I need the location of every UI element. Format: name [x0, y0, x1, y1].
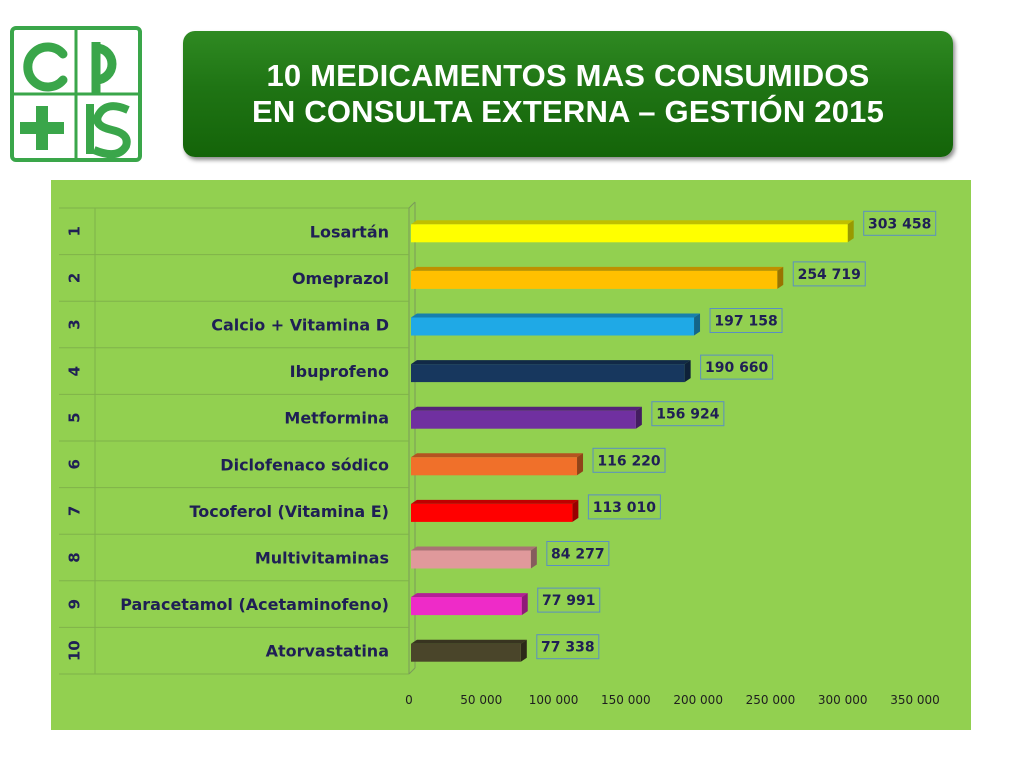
bar-1 — [411, 224, 848, 243]
y-axis-depth-top — [408, 201, 416, 209]
data-label: 303 458 — [868, 216, 931, 232]
bar-end-face — [572, 499, 579, 522]
bar-10 — [411, 643, 521, 662]
category-label: Diclofenaco sódico — [220, 455, 389, 474]
bar-top-face — [411, 406, 642, 411]
rank-label: 9 — [66, 599, 84, 609]
bar-top-face — [411, 546, 537, 551]
data-label-box — [709, 308, 783, 333]
data-label-box — [863, 210, 937, 236]
x-tick-label: 300 000 — [818, 693, 868, 707]
category-label: Omeprazol — [292, 269, 389, 288]
y-axis-depth-bottom — [408, 667, 416, 675]
bar-4 — [411, 364, 685, 383]
bar-3 — [411, 317, 695, 336]
bar-top-face — [411, 360, 691, 365]
data-label: 254 719 — [798, 267, 861, 283]
data-label-box — [700, 354, 774, 380]
bar-end-face — [694, 313, 701, 336]
data-label: 190 660 — [705, 360, 769, 376]
category-label: Calcio + Vitamina D — [211, 316, 389, 335]
rank-label: 10 — [66, 640, 84, 661]
title-line-2: EN CONSULTA EXTERNA – GESTIÓN 2015 — [251, 94, 885, 129]
data-label: 156 924 — [656, 407, 720, 423]
bar-8 — [411, 550, 531, 569]
data-label-box — [536, 634, 600, 660]
bar-top-face — [411, 453, 584, 458]
category-label: Ibuprofeno — [290, 362, 389, 381]
data-label: 197 158 — [714, 314, 777, 330]
data-label: 113 010 — [593, 500, 657, 516]
bar-top-face — [411, 499, 579, 504]
title-banner: 10 MEDICAMENTOS MAS CONSUMIDOS EN CONSUL… — [183, 31, 953, 157]
bar-chart: 0 50 000 100 000 150 000 200 000 250 000 300 0… — [59, 201, 940, 707]
bar-end-face — [530, 546, 537, 569]
rank-label: 5 — [66, 412, 84, 422]
x-tick-label: 50 000 — [460, 693, 502, 707]
x-tick-label: 350 000 — [890, 693, 940, 707]
chart-area: 0 50 000 100 000 150 000 200 000 250 000 300 0… — [51, 180, 971, 730]
bar-5 — [411, 410, 636, 429]
x-tick-label: 250 000 — [746, 693, 796, 707]
category-label: Atorvastatina — [266, 642, 389, 661]
bar-end-face — [577, 453, 584, 476]
data-label-box — [587, 494, 661, 520]
bar-end-face — [521, 593, 528, 616]
bar-top-face — [411, 593, 528, 598]
category-label: Metformina — [284, 409, 389, 428]
data-label: 116 220 — [597, 453, 661, 469]
data-label: 77 338 — [541, 640, 595, 656]
bar-top-face — [411, 313, 701, 318]
bar-6 — [411, 457, 578, 476]
logo — [8, 24, 144, 164]
bar-end-face — [520, 639, 527, 662]
title-line-1: 10 MEDICAMENTOS MAS CONSUMIDOS — [266, 58, 870, 93]
x-tick-label: 150 000 — [601, 693, 651, 707]
data-label-box — [592, 447, 666, 473]
bar-end-face — [777, 266, 784, 289]
rank-label: 6 — [66, 459, 84, 469]
x-tick-label: 100 000 — [529, 693, 579, 707]
cps-logo-graphic — [10, 26, 142, 162]
bar-top-face — [411, 639, 527, 644]
data-label-box — [651, 401, 725, 427]
rank-label: 8 — [66, 552, 84, 562]
category-label: Multivitaminas — [255, 549, 389, 568]
data-label-box — [546, 541, 610, 566]
x-tick-label: 200 000 — [673, 693, 723, 707]
data-label: 77 991 — [542, 593, 596, 609]
bar-7 — [411, 503, 573, 522]
rank-label: 3 — [66, 319, 84, 329]
bar-top-face — [411, 220, 854, 225]
category-label: Paracetamol (Acetaminofeno) — [120, 595, 389, 614]
data-label: 84 277 — [551, 547, 605, 563]
bar-top-face — [411, 266, 784, 271]
bar-end-face — [847, 220, 854, 243]
data-label-box — [792, 261, 866, 287]
rank-label: 2 — [66, 273, 84, 283]
rank-label: 7 — [66, 506, 84, 516]
x-tick-label: 0 — [405, 693, 413, 707]
category-label: Losartán — [310, 222, 389, 241]
data-label-box — [537, 587, 601, 613]
bar-2 — [411, 270, 778, 289]
category-label: Tocoferol (Vitamina E) — [189, 502, 389, 521]
bar-9 — [411, 597, 522, 616]
bar-end-face — [684, 360, 691, 383]
rank-label: 4 — [66, 366, 84, 376]
bar-end-face — [635, 406, 642, 429]
rank-label: 1 — [66, 226, 84, 236]
